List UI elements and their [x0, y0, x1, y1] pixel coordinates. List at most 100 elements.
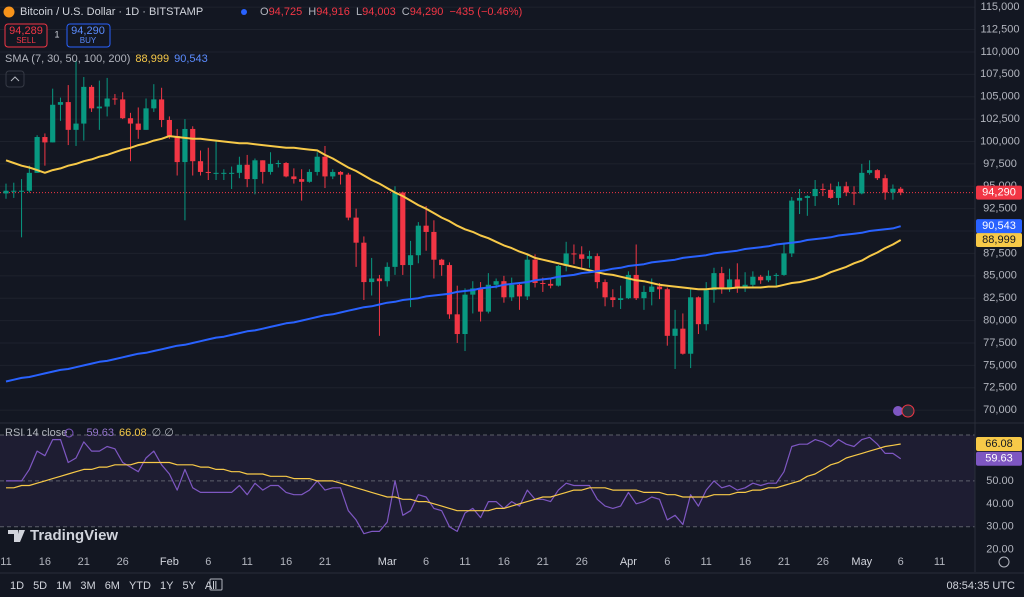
- rsi-badge-bg: [976, 451, 1022, 466]
- range-button[interactable]: 1M: [56, 580, 71, 592]
- range-button[interactable]: All: [205, 580, 217, 592]
- candle-body: [57, 102, 64, 105]
- candle-body: [392, 192, 398, 267]
- change: −435 (−0.46%): [449, 6, 522, 18]
- collapse-button[interactable]: [5, 70, 25, 88]
- sma-badge-bg: [976, 219, 1022, 234]
- candle-body: [407, 255, 414, 266]
- candle-body: [898, 188, 904, 193]
- range-button[interactable]: YTD: [129, 580, 151, 592]
- sell-box: [4, 23, 48, 48]
- candle-body: [159, 99, 165, 120]
- candle-body: [672, 328, 678, 336]
- candle-body: [695, 297, 702, 325]
- candle-body: [275, 162, 281, 164]
- candle-body: [711, 273, 717, 291]
- y-tick-label: 92,500: [983, 203, 1017, 215]
- x-tick-label: 11: [0, 556, 11, 568]
- x-tick-label: 6: [664, 556, 670, 568]
- candle-body: [462, 294, 468, 335]
- candle-body: [314, 156, 320, 172]
- range-button[interactable]: 1D: [10, 580, 24, 592]
- candle-body: [415, 225, 421, 256]
- rsi-value: 59.63: [86, 427, 114, 439]
- candle-body: [252, 160, 258, 180]
- candle-body: [664, 289, 670, 336]
- candle-body: [516, 284, 523, 297]
- sell-button[interactable]: 94,289 SELL: [4, 23, 48, 48]
- indicator-value: 90,543: [174, 53, 208, 65]
- y-tick-label: 97,500: [983, 158, 1017, 170]
- candle-body: [649, 286, 655, 292]
- candle-body: [680, 328, 686, 354]
- ohlc-key: C: [402, 6, 410, 18]
- range-button[interactable]: 5D: [33, 580, 47, 592]
- sell-price: 94,289: [9, 25, 43, 37]
- candle-body: [563, 253, 569, 266]
- candle-body: [337, 171, 344, 175]
- candle-body: [796, 197, 803, 201]
- y-tick-label: 70,000: [983, 404, 1017, 416]
- ohlc-value: 94,916: [316, 6, 350, 18]
- rsi-value: 66.08: [119, 427, 147, 439]
- buy-button[interactable]: 94,290 BUY: [66, 23, 111, 48]
- candle-body: [135, 123, 141, 130]
- symbol: Bitcoin / U.S. Dollar · 1D · BITSTAMP: [20, 6, 203, 18]
- ohlc-value: 94,290: [410, 6, 444, 18]
- x-tick-label: 6: [205, 556, 211, 568]
- candle-body: [96, 106, 102, 109]
- rsi-badge: 59.63: [985, 453, 1013, 465]
- coin-icon: [3, 6, 15, 18]
- grid: [0, 6, 975, 411]
- sma-line: [5, 225, 901, 383]
- candle-body: [120, 99, 126, 119]
- range-button[interactable]: 3M: [80, 580, 95, 592]
- candle-body: [750, 276, 756, 285]
- candle-body: [283, 162, 289, 177]
- x-tick-label: 6: [898, 556, 904, 568]
- x-tick-label: 11: [241, 556, 252, 568]
- y-tick-label: 102,500: [980, 113, 1020, 125]
- clock: 08:54:35 UTC: [947, 580, 1016, 592]
- candle-body: [719, 273, 725, 288]
- candle-body: [485, 284, 491, 312]
- candle-body: [267, 163, 274, 172]
- candle-body: [369, 278, 375, 283]
- collapse-icon: [10, 76, 20, 82]
- buy-label: BUY: [80, 36, 97, 45]
- rsi-badge-bg: [976, 437, 1022, 452]
- rsi-name: RSI 14 close: [5, 427, 67, 439]
- settings-icon[interactable]: [998, 556, 1010, 568]
- candle-body: [236, 164, 242, 173]
- candle-body: [291, 176, 297, 180]
- x-tick-label: 16: [739, 556, 751, 568]
- candle-body: [501, 281, 507, 298]
- range-buttons: 1D 5D 1M 3M 6M YTD 1Y 5Y All: [10, 580, 217, 592]
- range-button[interactable]: 6M: [105, 580, 120, 592]
- x-tick-label: 6: [423, 556, 429, 568]
- event-icon[interactable]: [901, 404, 915, 418]
- rsi-tick-label: 50.00: [986, 475, 1014, 487]
- candle-body: [127, 118, 134, 124]
- y-tick-label: 85,000: [983, 270, 1017, 282]
- candle-body: [42, 137, 48, 143]
- calendar-icon[interactable]: [209, 578, 223, 591]
- candle-body: [306, 171, 313, 182]
- toolbar: [0, 573, 1024, 597]
- candle-body: [34, 137, 40, 173]
- x-tick-label: 16: [39, 556, 51, 568]
- candle-body: [773, 274, 779, 276]
- sma-badge-bg: [976, 233, 1022, 248]
- candle-body: [244, 164, 250, 180]
- range-button[interactable]: 1Y: [160, 580, 174, 592]
- candle-body: [618, 298, 624, 300]
- candle-body: [594, 256, 600, 283]
- event-icon[interactable]: [893, 406, 903, 416]
- candle-body: [26, 172, 32, 191]
- candle-body: [656, 286, 663, 290]
- candle-body: [548, 283, 554, 286]
- ohlc-key: L: [356, 6, 362, 18]
- y-tick-label: 110,000: [981, 46, 1020, 58]
- range-button[interactable]: 5Y: [182, 580, 196, 592]
